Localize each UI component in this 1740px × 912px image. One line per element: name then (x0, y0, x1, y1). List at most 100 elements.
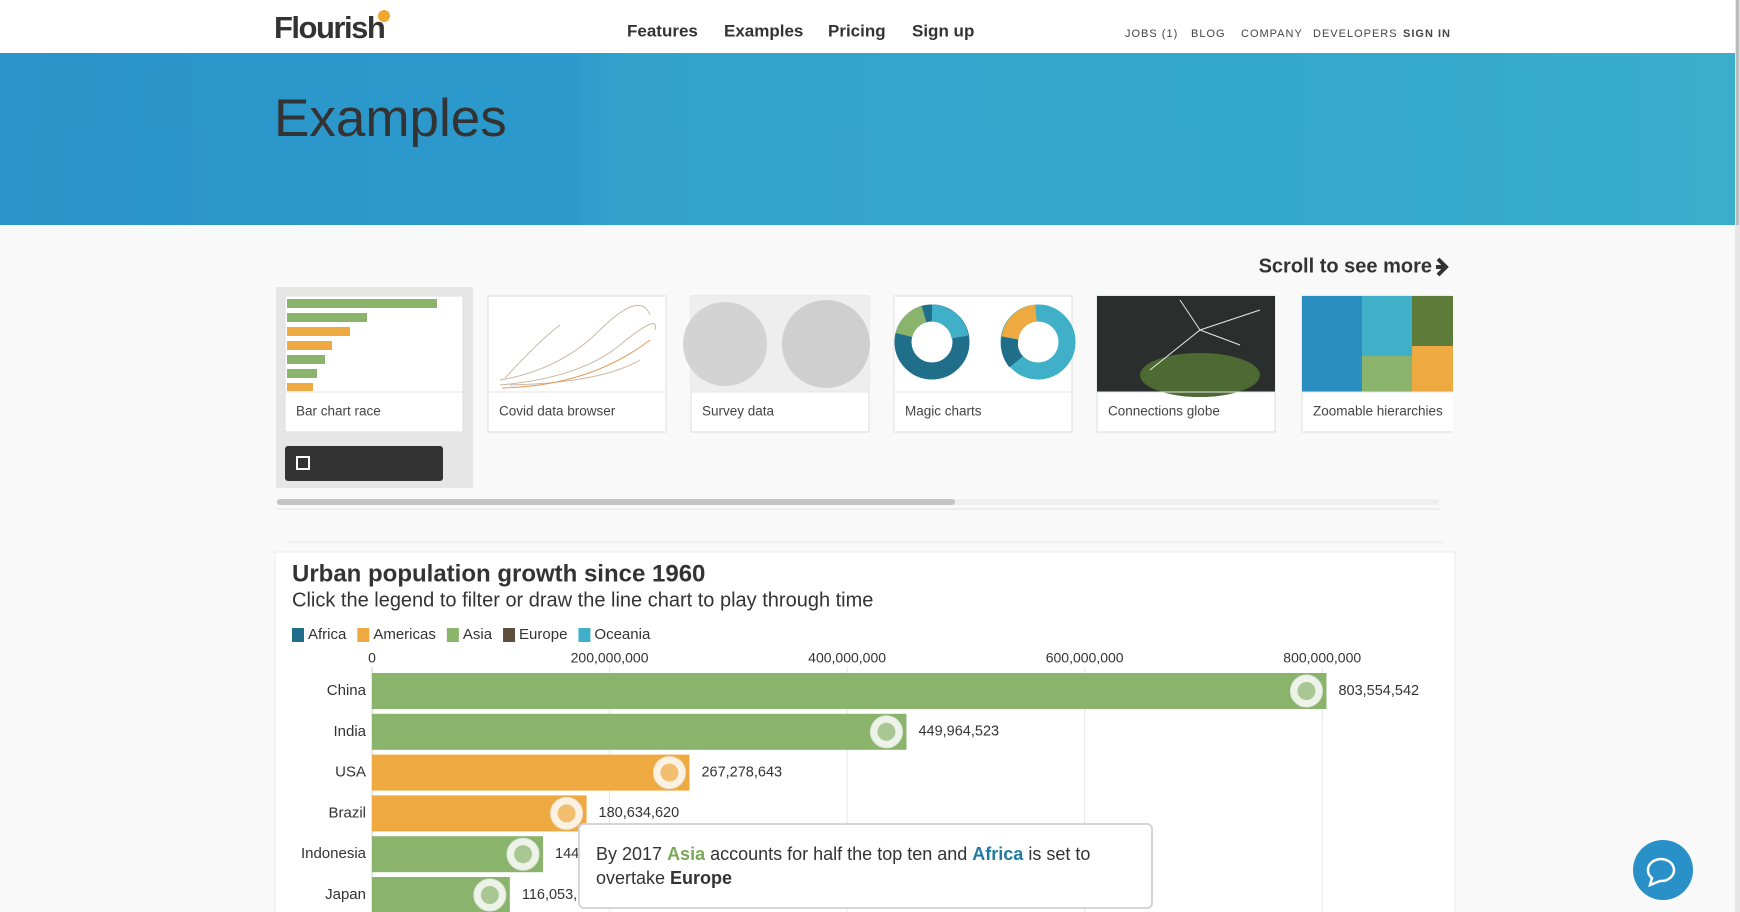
thumb (501, 339, 651, 389)
thumb (1362, 356, 1412, 392)
nav-link[interactable]: JOBS (1) (1125, 28, 1178, 40)
x-tick-label: 200,000,000 (571, 650, 649, 666)
legend-label: Europe (519, 626, 567, 643)
card[interactable]: Bar chart race (284, 295, 464, 433)
value-label: 144 (555, 846, 579, 862)
tooltip-part: Europe (670, 868, 732, 888)
thumb (1412, 296, 1453, 346)
y-tick-label: China (327, 682, 367, 699)
tooltip-part: accounts for half the top ten and (705, 844, 972, 864)
bar (372, 673, 1327, 709)
card-label[interactable]: Connections globe (1108, 404, 1220, 419)
value-label: 180,634,620 (599, 805, 680, 821)
nav-link[interactable]: DEVELOPERS (1313, 28, 1398, 40)
bar (372, 713, 907, 750)
nav-link[interactable]: Features (627, 21, 698, 40)
logo[interactable]: Flourish (274, 10, 386, 45)
hero (0, 53, 1735, 225)
legend-swatch (503, 628, 516, 642)
gallery-scrollbar-thumb[interactable] (277, 499, 955, 505)
flag-icon (480, 886, 499, 904)
card-label[interactable]: Bar chart race (296, 404, 381, 419)
card[interactable]: Covid data browser (487, 295, 667, 433)
tooltip-part: Asia (667, 844, 706, 864)
logo-sun (378, 10, 390, 22)
hero-title: Examples (274, 89, 507, 148)
nav-link[interactable]: COMPANY (1241, 28, 1303, 40)
arrow-icon (1436, 257, 1449, 277)
tooltip-box (578, 823, 1153, 909)
legend-swatch (446, 628, 459, 642)
y-tick-label: Indonesia (301, 845, 367, 862)
thumb (895, 305, 927, 338)
x-tick-label: 600,000,000 (1046, 650, 1124, 666)
y-tick-label: India (333, 723, 366, 740)
thumb (931, 304, 969, 340)
chat-circle (1633, 840, 1693, 900)
x-tick-label: 800,000,000 (1283, 650, 1361, 666)
nav-link[interactable]: SIGN IN (1403, 28, 1451, 40)
thumb (287, 369, 317, 378)
flag-icon (557, 804, 576, 823)
tooltip-text: By 2017 Asia accounts for half the top t… (596, 844, 1090, 888)
y-tick-label: USA (335, 764, 366, 781)
y-tick-label: Brazil (328, 804, 366, 821)
thumb (1302, 296, 1362, 392)
thumb (1412, 346, 1453, 392)
value-label: 116,053, (522, 887, 577, 903)
nav-link[interactable]: BLOG (1191, 28, 1226, 40)
card[interactable]: Magic charts (893, 295, 1076, 433)
legend-swatch (578, 628, 591, 642)
page-scrollbar[interactable] (1735, 0, 1740, 912)
thumb (1000, 336, 1023, 368)
page-scrollbar-thumb[interactable] (1736, 0, 1739, 225)
thumb (782, 300, 870, 388)
bar (372, 754, 690, 791)
card-label[interactable]: Covid data browser (499, 404, 616, 419)
tooltip-part: overtake (596, 868, 670, 888)
card-label[interactable]: Zoomable hierarchies (1313, 404, 1443, 419)
y-tick-label: Japan (325, 886, 366, 903)
value-label: 267,278,643 (701, 764, 782, 780)
chart: Africa Americas Asia Europe Oceania 0 200,000,… (292, 626, 1419, 912)
card[interactable]: Connections globe (1096, 295, 1276, 433)
tooltip-part: Africa (972, 844, 1024, 864)
legend-swatch (357, 628, 370, 642)
thumb (287, 299, 437, 308)
chart-title: Urban population growth since 1960 (292, 560, 705, 587)
chat-button[interactable] (1633, 840, 1693, 900)
card[interactable]: Zoomable hierarchies (1301, 295, 1480, 433)
card-label[interactable]: Magic charts (905, 404, 982, 419)
thumb (683, 302, 767, 386)
flag-icon (877, 722, 896, 741)
thumb (1362, 296, 1412, 356)
nav-link[interactable]: Examples (724, 21, 803, 40)
card-label[interactable]: Survey data (702, 404, 775, 419)
nav-link[interactable]: Pricing (828, 21, 886, 40)
flag-icon (1297, 682, 1316, 700)
chart-subtitle: Click the legend to filter or draw the l… (292, 589, 873, 611)
flag-icon (514, 845, 533, 864)
button-label[interactable]: Make your own (320, 455, 436, 472)
gallery: Bar chart race Covid data browser Survey… (276, 287, 1480, 488)
legend-label: Asia (463, 626, 493, 643)
scroll-hint[interactable]: Scroll to see more (1259, 255, 1432, 277)
value-label: 803,554,542 (1338, 683, 1419, 699)
flag-icon (660, 763, 679, 782)
tooltip-part: By 2017 (596, 844, 667, 864)
legend-swatch (292, 628, 304, 642)
nav-link[interactable]: Sign up (912, 21, 974, 40)
thumb (287, 341, 332, 350)
thumb (1001, 304, 1038, 340)
legend-label: Americas (373, 626, 436, 643)
button-bg (285, 446, 443, 481)
tooltip-part: is set to (1023, 844, 1090, 864)
thumb (287, 355, 325, 364)
legend-label: Oceania (594, 626, 651, 643)
thumb (499, 305, 657, 386)
x-tick-label: 0 (368, 650, 376, 666)
make-your-own-button[interactable]: Make your own (285, 446, 443, 481)
chat-icon (1646, 857, 1676, 888)
card[interactable]: Survey data (683, 295, 870, 433)
